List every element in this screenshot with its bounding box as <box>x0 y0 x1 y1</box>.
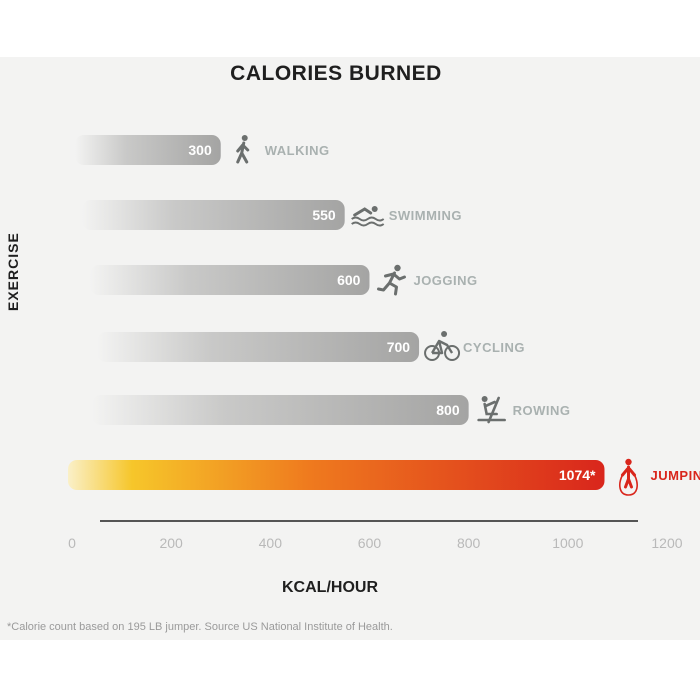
chart-title: CALORIES BURNED <box>230 62 442 85</box>
x-tick-label: 200 <box>159 535 183 551</box>
bar-swimming <box>82 200 345 230</box>
walking-icon <box>236 135 250 164</box>
jump-rope-icon <box>619 458 638 496</box>
x-tick-label: 1200 <box>651 535 682 551</box>
bicycle-icon <box>424 331 461 361</box>
rowing-icon <box>477 396 506 424</box>
bar-rowing <box>92 395 469 425</box>
category-label: WALKING <box>265 143 330 158</box>
category-label: CYCLING <box>463 340 525 355</box>
running-icon <box>376 264 406 296</box>
bar-value-label: 800 <box>436 402 460 418</box>
category-label: JOGGING <box>413 273 477 288</box>
bar-value-label: 600 <box>337 272 361 288</box>
bar-jumping-rope <box>68 460 605 490</box>
x-tick-label: 1000 <box>552 535 583 551</box>
category-label: SWIMMING <box>389 208 462 223</box>
bar-walking <box>75 135 221 165</box>
bar-value-label: 700 <box>387 339 411 355</box>
swimming-icon <box>351 206 385 227</box>
x-tick-label: 800 <box>457 535 481 551</box>
footnote: *Calorie count based on 195 LB jumper. S… <box>7 621 393 633</box>
bar-jogging <box>90 265 370 295</box>
bar-cycling <box>97 332 420 362</box>
bar-value-label: 550 <box>312 207 336 223</box>
category-label: ROWING <box>513 403 571 418</box>
category-label: JUMPING ROPE <box>650 468 700 483</box>
x-tick-label: 0 <box>68 535 76 551</box>
x-tick-label: 400 <box>259 535 283 551</box>
bar-value-label: 300 <box>188 142 212 158</box>
x-axis-label: KCAL/HOUR <box>282 579 378 596</box>
bar-value-label: 1074* <box>559 467 596 483</box>
x-tick-label: 600 <box>358 535 382 551</box>
